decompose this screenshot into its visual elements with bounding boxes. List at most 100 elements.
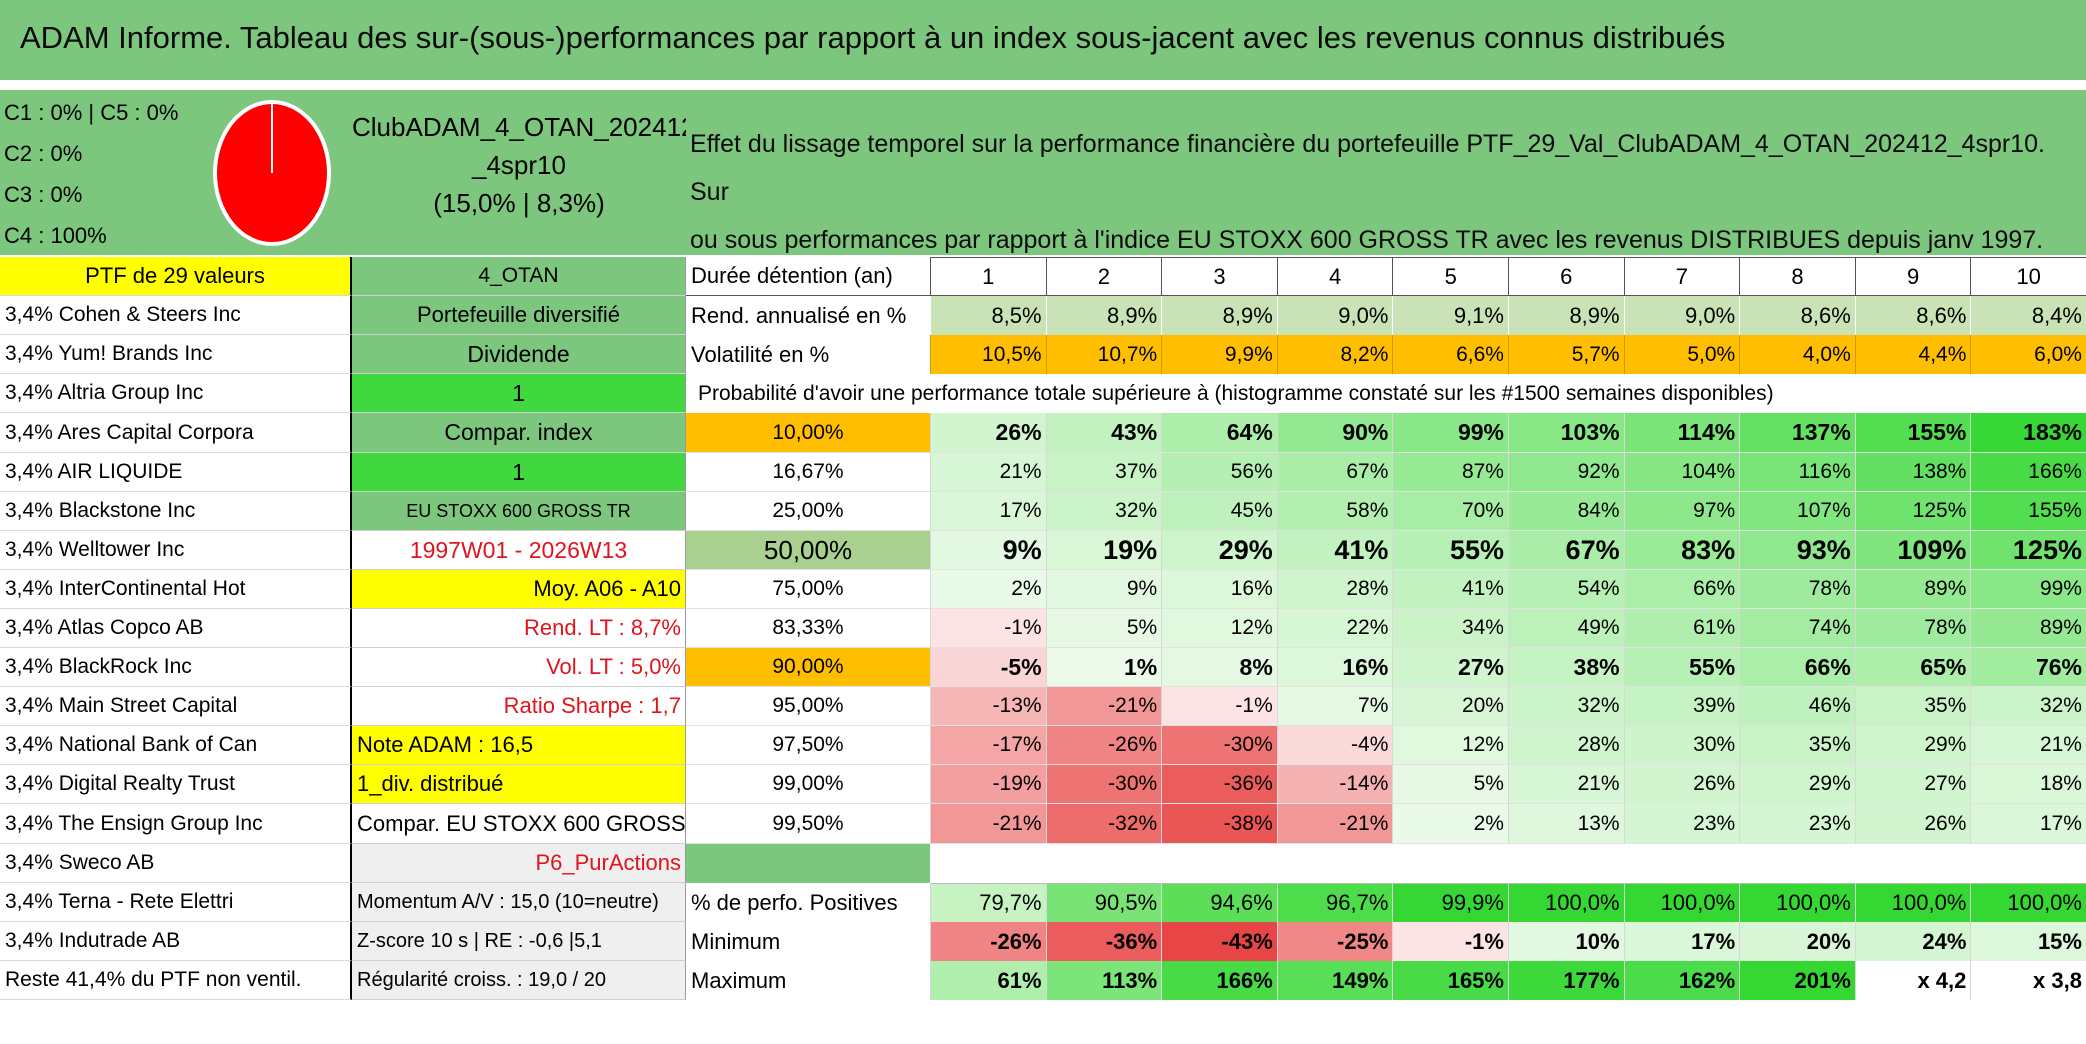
minimum-label: Minimum — [691, 928, 781, 954]
flag-value-2: 1 — [352, 453, 686, 492]
performance-cell: 155% — [1970, 492, 2086, 531]
performance-cell: 21% — [1508, 765, 1624, 804]
performance-cell: 83% — [1623, 531, 1740, 570]
positive-performance-value: 100,0% — [1508, 883, 1624, 922]
positive-performance-value: 99,9% — [1392, 883, 1508, 922]
performance-cell: 55% — [1392, 531, 1508, 570]
holding-row: 3,4% Indutrade AB — [0, 922, 352, 961]
volatility-label: Volatilité en % — [691, 341, 830, 367]
z-score: Z-score 10 s | RE : -0,6 |5,1 — [352, 922, 686, 961]
performance-cell: -32% — [1045, 804, 1162, 844]
minimum-value: 17% — [1623, 922, 1740, 961]
positive-performance-value: 90,5% — [1045, 883, 1162, 922]
performance-cell: 87% — [1392, 453, 1508, 492]
performance-cell: 30% — [1623, 726, 1740, 765]
performance-cell: -30% — [1161, 726, 1277, 765]
maximum-value: 162% — [1623, 961, 1740, 1000]
performance-cell: 29% — [1161, 531, 1277, 570]
percentile-label: 50,00% — [686, 531, 930, 570]
momentum: Momentum A/V : 15,0 (10=neutre) — [352, 883, 686, 922]
year-header: 3 — [1161, 257, 1277, 296]
performance-cell: 9% — [930, 531, 1046, 570]
fund-stats: (15,0% | 8,3%) — [433, 188, 605, 218]
maximum-value: 165% — [1392, 961, 1508, 1000]
performance-cell: -4% — [1276, 726, 1393, 765]
performance-cell: -36% — [1161, 765, 1277, 804]
performance-cell: 26% — [930, 413, 1046, 453]
performance-cell: 49% — [1508, 609, 1624, 648]
volatility-value: 5,0% — [1623, 335, 1740, 374]
performance-cell: 13% — [1508, 804, 1624, 844]
performance-cell: -1% — [1161, 687, 1277, 726]
performance-cell: 12% — [1392, 726, 1508, 765]
annual-return-value: 8,6% — [1739, 296, 1855, 335]
performance-cell: -21% — [930, 804, 1046, 844]
probability-title: Probabilité d'avoir une performance tota… — [698, 381, 1774, 405]
performance-cell: 97% — [1623, 492, 1740, 531]
performance-cell: 99% — [1392, 413, 1508, 453]
annual-return-value: 9,0% — [1623, 296, 1740, 335]
performance-cell: 8% — [1161, 648, 1277, 687]
fund-name-line1: ClubADAM_4_OTAN_202412 — [352, 112, 696, 142]
percentile-label: 16,67% — [686, 453, 930, 492]
annual-return-value: 8,9% — [1161, 296, 1277, 335]
performance-cell: 93% — [1739, 531, 1855, 570]
sharpe-ratio: Ratio Sharpe : 1,7 — [352, 687, 686, 726]
description-panel: Effet du lissage temporel sur la perform… — [686, 90, 2086, 255]
positive-performance-value: 100,0% — [1623, 883, 1740, 922]
performance-cell: 183% — [1970, 413, 2086, 453]
volatility-value: 10,7% — [1045, 335, 1162, 374]
performance-cell: 20% — [1392, 687, 1508, 726]
performance-cell: 28% — [1508, 726, 1624, 765]
year-header: 2 — [1045, 257, 1162, 296]
performance-cell: 35% — [1854, 687, 1971, 726]
percentile-label: 95,00% — [686, 687, 930, 726]
performance-cell: 125% — [1854, 492, 1971, 531]
performance-cell: 41% — [1276, 531, 1393, 570]
strategy-code: P6_PurActions — [352, 844, 686, 883]
holding-row: 3,4% AIR LIQUIDE — [0, 453, 352, 492]
year-header: 7 — [1623, 257, 1740, 296]
performance-cell: 67% — [1508, 531, 1624, 570]
performance-cell: 7% — [1276, 687, 1393, 726]
performance-cell: -14% — [1276, 765, 1393, 804]
portfolio-type: Portefeuille diversifié — [352, 296, 686, 335]
performance-cell: 78% — [1739, 570, 1855, 609]
performance-cell: 17% — [1970, 804, 2086, 844]
volatility-value: 4,4% — [1854, 335, 1971, 374]
performance-cell: 137% — [1739, 413, 1855, 453]
holding-row: 3,4% Sweco AB — [0, 844, 352, 883]
maximum-value: 201% — [1739, 961, 1855, 1000]
minimum-value: 15% — [1970, 922, 2086, 961]
performance-cell: 22% — [1276, 609, 1393, 648]
performance-cell: 104% — [1623, 453, 1740, 492]
annual-return-value: 8,5% — [930, 296, 1046, 335]
header-gap — [0, 80, 2086, 90]
positive-performance-value: 94,6% — [1161, 883, 1277, 922]
positive-performance-value: 96,7% — [1276, 883, 1393, 922]
composition-pie-chart — [213, 100, 331, 246]
average-range: Moy. A06 - A10 — [352, 570, 686, 609]
performance-cell: -38% — [1161, 804, 1277, 844]
performance-cell: 26% — [1854, 804, 1971, 844]
year-header: 10 — [1970, 257, 2086, 296]
performance-cell: 78% — [1854, 609, 1971, 648]
percentile-label: 25,00% — [686, 492, 930, 531]
performance-cell: 17% — [930, 492, 1046, 531]
performance-cell: 109% — [1854, 531, 1971, 570]
performance-cell: 84% — [1508, 492, 1624, 531]
index-name: EU STOXX 600 GROSS TR — [352, 492, 686, 531]
performance-cell: -17% — [930, 726, 1046, 765]
holding-row: 3,4% Welltower Inc — [0, 531, 352, 570]
minimum-value: -36% — [1045, 922, 1162, 961]
performance-cell: -19% — [930, 765, 1046, 804]
performance-cell: 9% — [1045, 570, 1162, 609]
performance-cell: 114% — [1623, 413, 1740, 453]
legend-line-c1-c5: C1 : 0% | C5 : 0% — [4, 100, 179, 125]
performance-cell: -1% — [930, 609, 1046, 648]
positive-performance-value: 100,0% — [1854, 883, 1971, 922]
compar-index-label: Compar. index — [352, 413, 686, 453]
positive-performance-label: % de perfo. Positives — [691, 889, 898, 915]
performance-cell: 39% — [1623, 687, 1740, 726]
minimum-value: -43% — [1161, 922, 1277, 961]
